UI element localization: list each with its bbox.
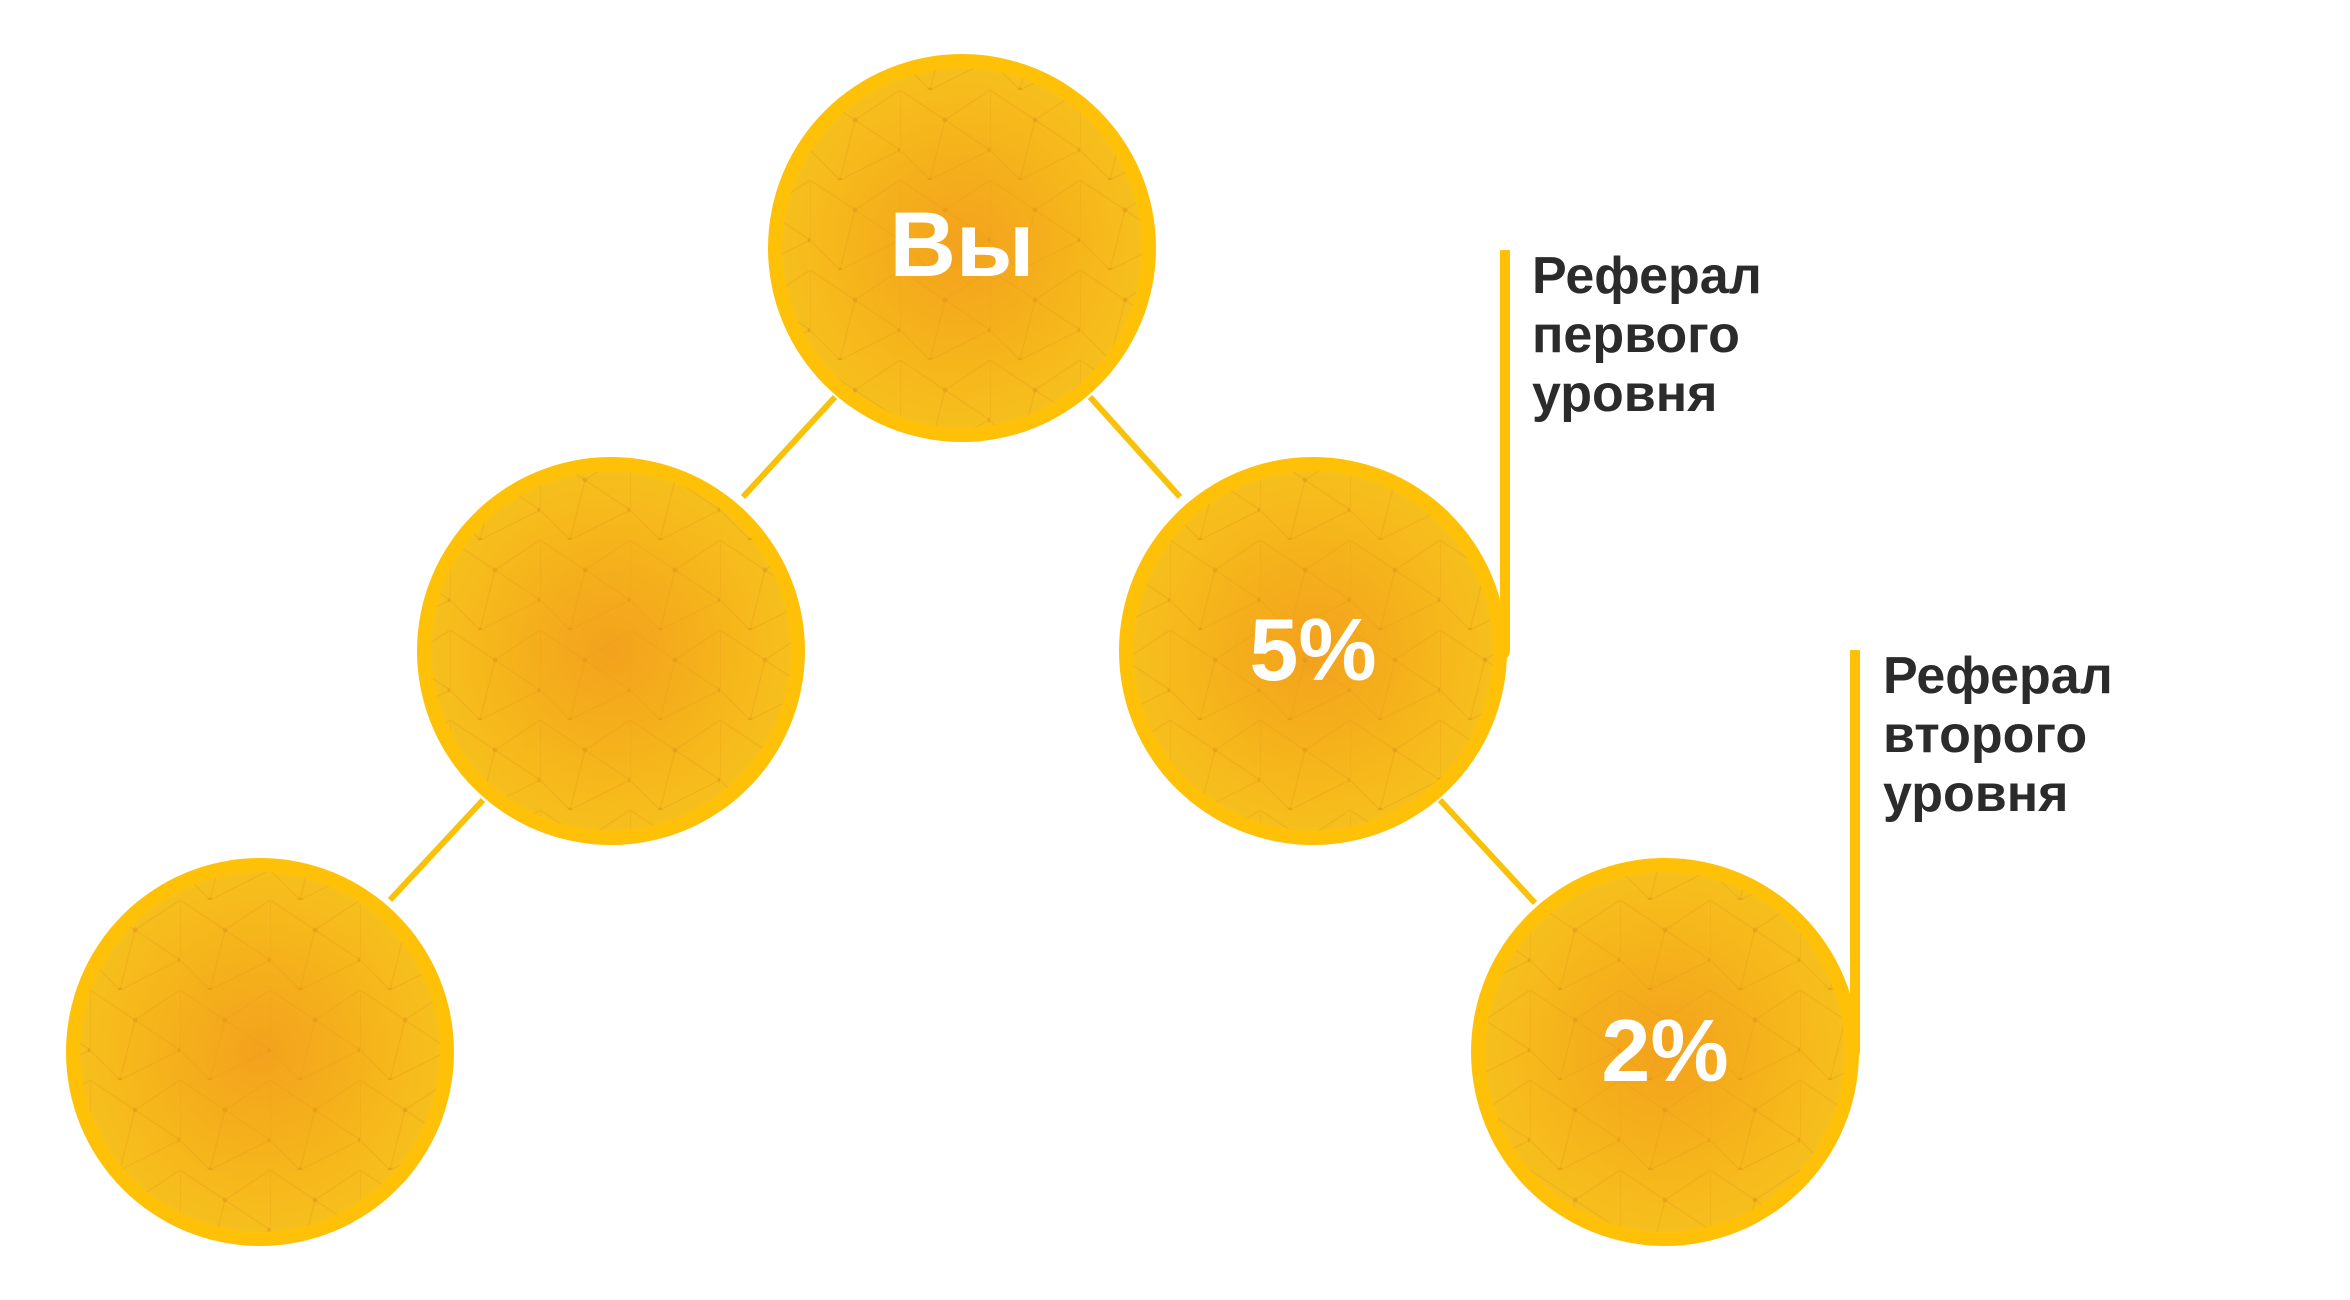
node-left-bottom [66,858,454,1246]
callout-second-level-line1: Реферал [1883,647,2113,705]
connector-you-left [740,394,838,500]
callout-second-level-line2: второго [1883,706,2087,764]
callout-first-level-line3: уровня [1532,365,1717,423]
node-you: Вы [768,54,1156,442]
node-first-level: 5% [1119,457,1507,845]
callout-first-level-line1: Реферал [1532,247,1762,305]
callout-first-level-line2: первого [1532,306,1740,364]
connector-left-bottom [387,797,486,903]
connector-you-right [1087,394,1183,500]
connector-first-second [1437,797,1538,906]
node-left-mid [417,457,805,845]
callout-first-level: Реферал первого уровня [1532,247,1762,423]
node-first-level-label: 5% [1249,600,1376,699]
node-second-level: 2% [1471,858,1859,1246]
node-second-level-label: 2% [1601,1001,1728,1100]
node-you-label: Вы [889,194,1034,296]
callout-second-level-line3: уровня [1883,765,2068,823]
connectors [387,394,1538,906]
callout-second-level: Реферал второго уровня [1883,647,2113,823]
